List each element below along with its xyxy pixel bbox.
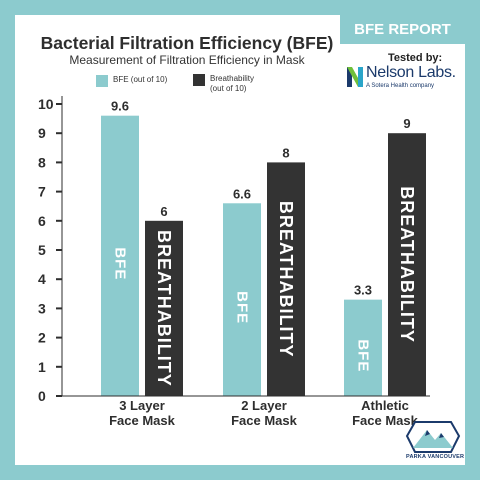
- y-tick-label: 6: [38, 213, 46, 229]
- bar-bfe: [223, 203, 261, 396]
- y-tick-label: 7: [38, 184, 46, 200]
- nelson-labs-logo-icon: [347, 67, 363, 87]
- bar-value-label: 8: [282, 145, 289, 160]
- bar-value-label: 9: [403, 116, 410, 131]
- bar-breathability: [267, 162, 305, 396]
- bar-value-label: 3.3: [354, 283, 372, 298]
- bar-breathability: [388, 133, 426, 396]
- bar-bfe: [101, 115, 139, 397]
- report-badge: BFE REPORT: [340, 15, 465, 44]
- chart-title: Bacterial Filtration Efficiency (BFE): [40, 33, 334, 53]
- bar-value-label: 6.6: [233, 186, 251, 201]
- x-tick-label: 2 Layer Face Mask: [231, 398, 298, 428]
- bar-bfe: [344, 299, 382, 396]
- x-tick-label: 3 Layer Face Mask: [109, 398, 176, 428]
- bar-value-label: 9.6: [111, 99, 129, 114]
- legend-label-breathability: Breathability (out of 10): [210, 74, 255, 93]
- chart-subtitle: Measurement of Filtration Efficiency in …: [69, 53, 305, 67]
- bar-inner-label: BFE: [234, 291, 251, 324]
- y-tick-label: 2: [38, 330, 46, 346]
- bar-breathability: [145, 220, 183, 396]
- y-tick-label: 4: [38, 271, 46, 287]
- bar-inner-label: BREATHABILITY: [154, 230, 174, 387]
- mountain-icon: [405, 421, 461, 453]
- chart-bars: 9.6 BFE 6 BREATHABILITY 6.6 BFE 8 BREATHABILITY…: [61, 96, 430, 397]
- x-axis-labels: 3 Layer Face Mask 2 Layer Face Mask Athletic…: [109, 398, 419, 428]
- mountain-logo: [405, 420, 461, 464]
- footer-logo-text: PARKA VANCOUVER: [406, 454, 465, 460]
- y-tick-label: 5: [38, 242, 46, 258]
- bar-inner-label: BREATHABILITY: [397, 186, 417, 343]
- y-tick-label: 0: [38, 388, 46, 404]
- tested-by-label: Tested by:: [388, 52, 443, 64]
- bar-inner-label: BREATHABILITY: [276, 201, 296, 358]
- y-tick-label: 8: [38, 154, 46, 170]
- y-tick-label: 3: [38, 300, 46, 316]
- nelson-labs-name: Nelson Labs.: [366, 64, 456, 81]
- y-tick-label: 1: [38, 359, 46, 375]
- legend-swatch-breathability: [193, 74, 205, 86]
- nelson-labs-tagline: A Sotera Health company: [366, 83, 435, 89]
- x-tick-label: Athletic Face Mask: [352, 398, 419, 428]
- y-axis-ticks: 0 1 2 3 4 5 6 7 8 9 10: [38, 96, 62, 404]
- legend-bfe: BFE (out of 10): [96, 75, 193, 87]
- bar-inner-label: BFE: [355, 339, 372, 372]
- nelson-labs-logo: Nelson Labs. A Sotera Health company: [344, 64, 456, 94]
- legend-swatch-bfe: [96, 75, 108, 87]
- y-tick-label: 9: [38, 125, 46, 141]
- y-tick-label: 10: [38, 96, 54, 112]
- legend-label-bfe: BFE (out of 10): [113, 75, 168, 84]
- legend-breathability: Breathability (out of 10): [193, 74, 290, 94]
- bar-inner-label: BFE: [112, 247, 129, 280]
- bar-value-label: 6: [160, 204, 167, 219]
